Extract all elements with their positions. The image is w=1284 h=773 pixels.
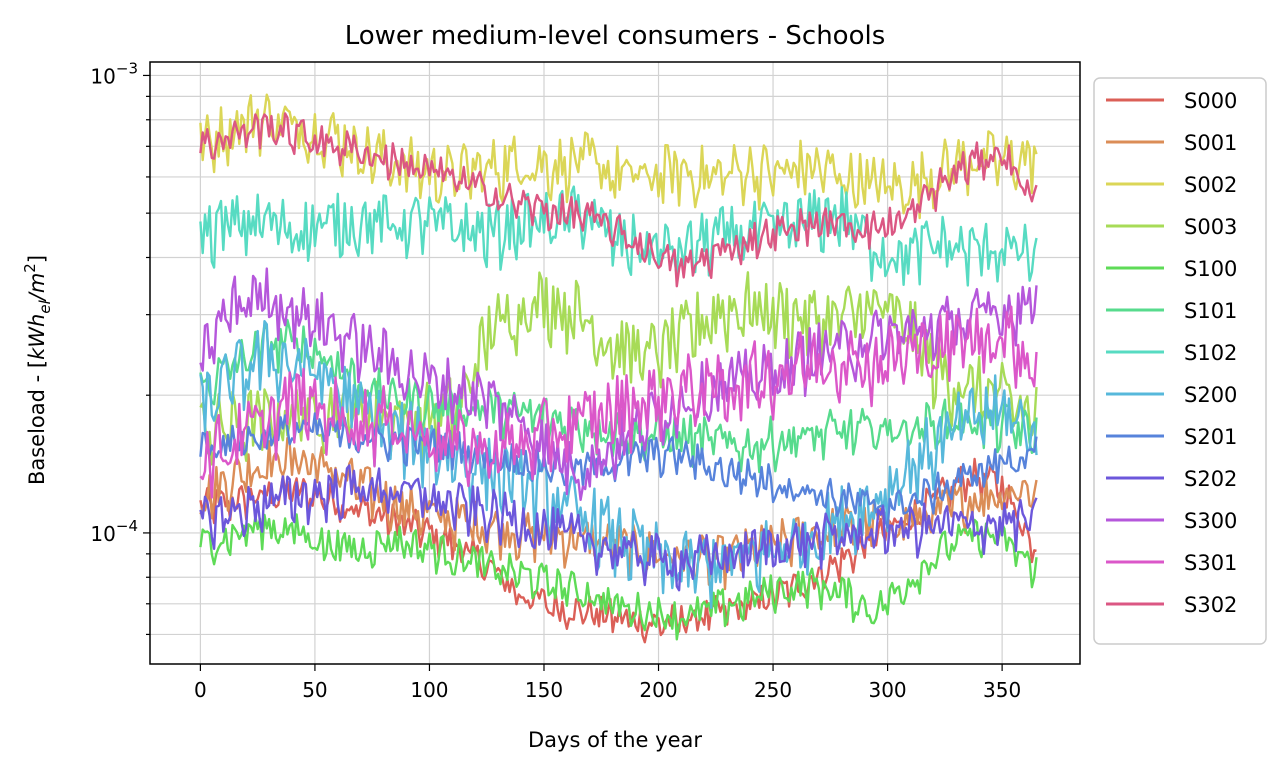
x-tick-label: 200 [639, 678, 677, 702]
x-tick-label: 300 [868, 678, 906, 702]
y-axis-title-slash: / [25, 291, 49, 302]
y-axis-title-sub: el [36, 299, 54, 313]
series-line-s001 [199, 436, 1038, 591]
x-tick-label: 250 [754, 678, 792, 702]
series-line-s201 [199, 412, 1038, 529]
series-line-s302 [199, 112, 1038, 288]
x-tick-label: 150 [525, 678, 563, 702]
chart-title: Lower medium-level consumers - Schools [345, 21, 886, 51]
legend-label-s202: S202 [1184, 467, 1237, 491]
series-line-s100 [199, 513, 1038, 641]
series-line-s200 [199, 320, 1038, 609]
legend: S000 S001 S002 S003 S100 S101 S102 S200 S201 S202… [1093, 77, 1267, 645]
y-axis-title: Baseload - [kWhel/m2] [21, 255, 54, 485]
legend-label-s002: S002 [1184, 173, 1237, 197]
y-axis-title-unit: m [25, 273, 49, 293]
legend-label-s201: S201 [1184, 425, 1237, 449]
series-line-s102 [199, 185, 1038, 287]
legend-label-s003: S003 [1184, 215, 1237, 239]
y-axis-title-prefix: Baseload - [ [25, 360, 49, 485]
y-axis-title-suffix: ] [25, 255, 49, 263]
series-line-s301 [199, 305, 1038, 499]
legend-label-s302: S302 [1184, 593, 1237, 617]
legend-label-s301: S301 [1184, 551, 1237, 575]
y-tick-label: 10−3 [90, 59, 138, 88]
legend-box [1093, 77, 1267, 645]
legend-label-s001: S001 [1184, 131, 1237, 155]
x-tick-label: 350 [983, 678, 1021, 702]
x-tick-label: 0 [194, 678, 207, 702]
series-line-s202 [199, 464, 1038, 592]
legend-label-s200: S200 [1184, 383, 1237, 407]
y-tick-label-exponent: −3 [116, 59, 138, 77]
plot-frame [149, 61, 1081, 665]
x-tick-label: 50 [302, 678, 327, 702]
legend-label-s000: S000 [1184, 89, 1237, 113]
y-tick-label: 10−4 [90, 517, 138, 546]
y-tick-label-exponent: −4 [116, 517, 138, 535]
y-axis-title-sup: 2 [21, 263, 39, 273]
y-tick-label-base: 10 [90, 522, 115, 546]
legend-label-s100: S100 [1184, 257, 1237, 281]
series-line-s300 [199, 267, 1038, 501]
y-tick-label-base: 10 [90, 64, 115, 88]
legend-label-s102: S102 [1184, 341, 1237, 365]
x-axis-title: Days of the year [528, 728, 702, 752]
legend-label-s300: S300 [1184, 509, 1237, 533]
y-axis-title-var: kWh [25, 314, 49, 360]
x-tick-label: 100 [410, 678, 448, 702]
series-group [199, 93, 1038, 644]
legend-label-s101: S101 [1184, 299, 1237, 323]
